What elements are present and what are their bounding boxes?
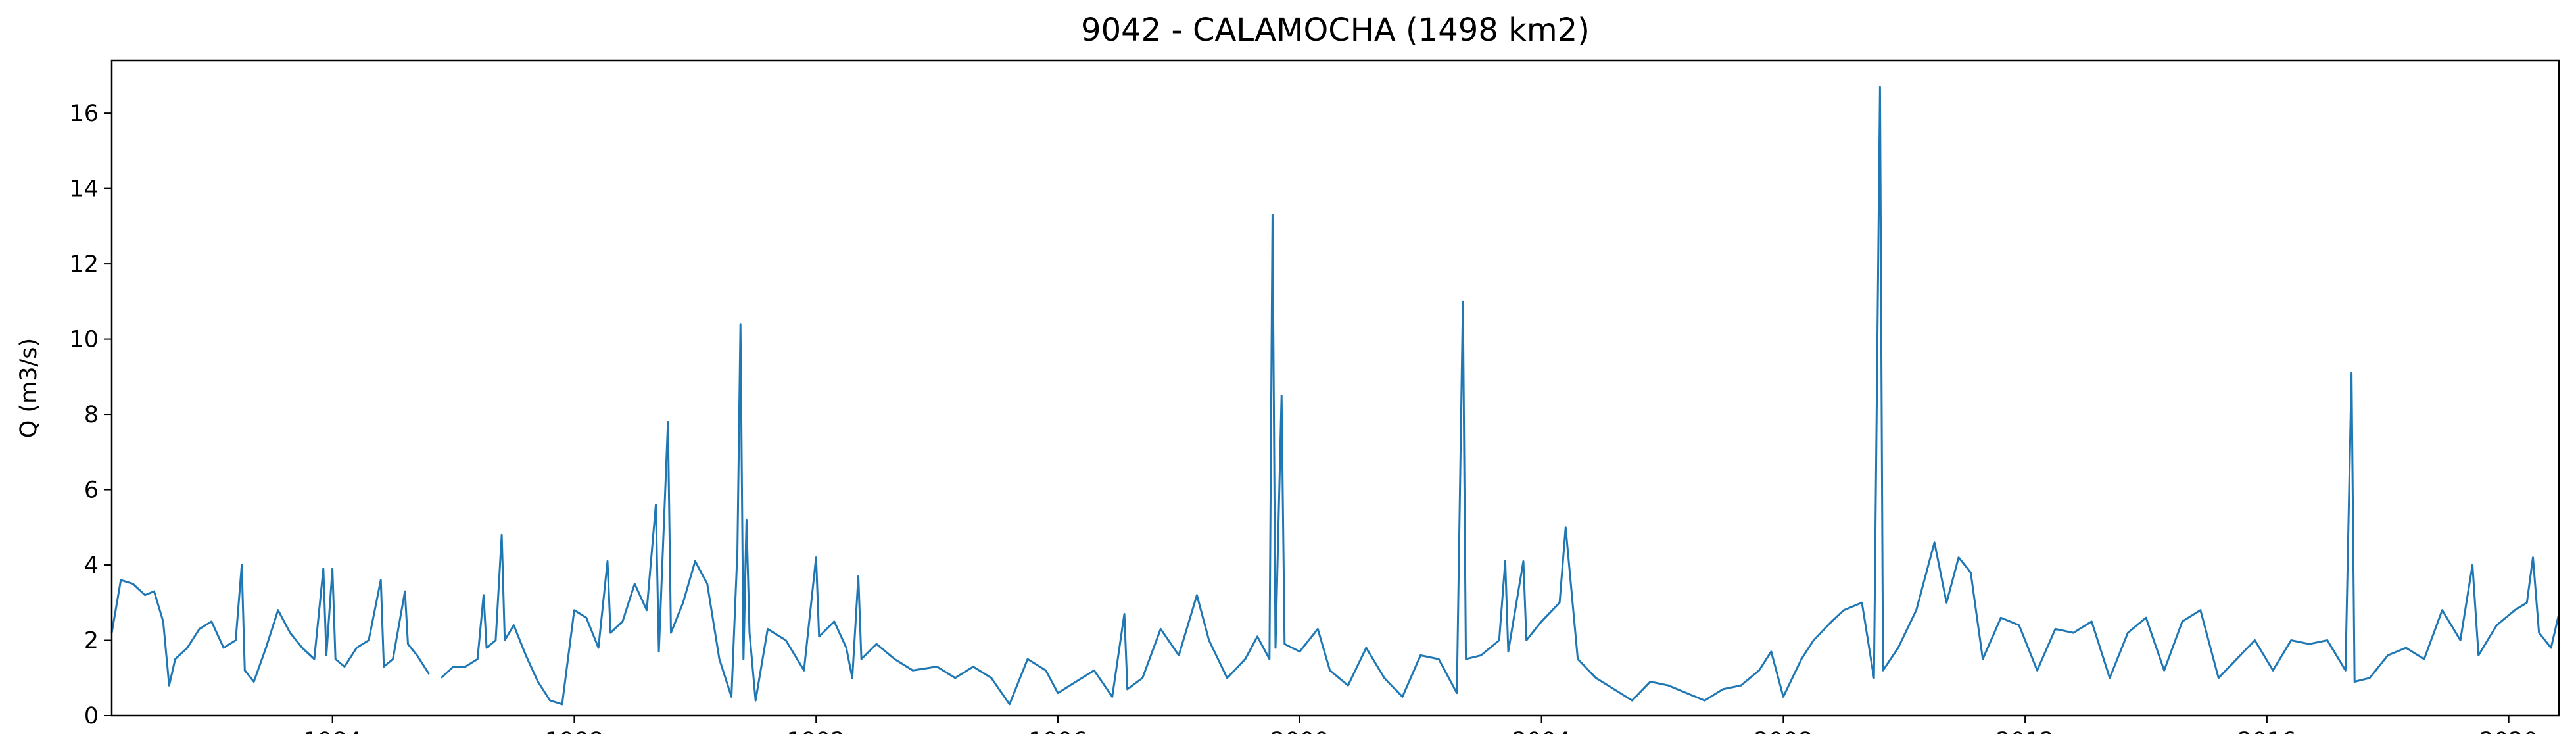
y-tick-label: 14: [69, 176, 99, 203]
x-tick-label: 2012: [1996, 728, 2055, 734]
x-tick-label: 2016: [2237, 728, 2296, 734]
chart-title: 9042 - CALAMOCHA (1498 km2): [1081, 12, 1590, 49]
x-tick-label: 2000: [1270, 728, 1329, 734]
x-tick-label: 1992: [787, 728, 846, 734]
y-tick-label: 4: [84, 552, 99, 579]
y-tick-label: 0: [84, 703, 99, 729]
y-tick-label: 8: [84, 402, 99, 428]
y-tick-label: 6: [84, 477, 99, 504]
x-tick-label: 2008: [1754, 728, 1813, 734]
x-tick-label: 2004: [1512, 728, 1571, 734]
x-tick-label: 1996: [1028, 728, 1087, 734]
plot-frame: [110, 59, 2560, 717]
x-tick-label: 2020: [2479, 728, 2538, 734]
x-tick-label: 1988: [545, 728, 604, 734]
y-tick-label: 12: [69, 251, 99, 278]
y-tick-label: 2: [84, 628, 99, 654]
y-tick-label: 10: [69, 327, 99, 353]
y-tick-label: 16: [69, 101, 99, 127]
y-axis-label: Q (m3/s): [16, 338, 42, 438]
data-line: [110, 86, 2560, 706]
x-tick-label: 1984: [303, 728, 362, 734]
